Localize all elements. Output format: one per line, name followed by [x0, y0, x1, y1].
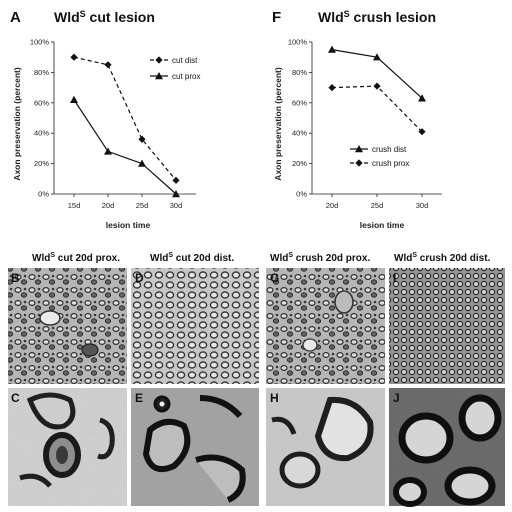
chart-a-xtick-label: 20d	[102, 201, 115, 210]
micrograph-letter-d: D	[135, 271, 144, 285]
chart-a-point-cut-dist	[70, 53, 78, 61]
chart-f-ytick-label: 40%	[292, 129, 307, 138]
chart-f-legend-label: crush prox	[372, 159, 409, 168]
chart-f-xlabel: lesion time	[360, 220, 405, 230]
chart-a-xtick-label: 15d	[68, 201, 81, 210]
chart-a-ytick-label: 60%	[34, 98, 49, 107]
chart-a-series-line-cut-dist	[73, 56, 177, 181]
chart-a-ytick-label: 0%	[38, 190, 49, 199]
chart-a-ylabel: Axon preservation (percent)	[12, 67, 22, 181]
chart-a-ytick-label: 20%	[34, 159, 49, 168]
chart-a-legend-marker	[155, 56, 163, 64]
chart-f-ytick-label: 0%	[296, 190, 307, 199]
micrograph-title-b: WldS cut 20d prox.	[32, 252, 120, 264]
micrograph-j: J	[389, 388, 505, 507]
chart-a-xtick-label: 25d	[136, 201, 149, 210]
micrograph-letter-g: G	[270, 271, 279, 285]
chart-f-xtick-label: 30d	[416, 201, 429, 210]
micrograph-letter-j: J	[393, 391, 400, 405]
chart-f-point-crush-dist	[373, 53, 381, 61]
chart-a-point-cut-prox	[138, 159, 146, 167]
chart-a: Axon preservation (percent) lesion time …	[12, 38, 200, 231]
chart-f: Axon preservation (percent) lesion time …	[273, 38, 442, 230]
chart-a-ytick-label: 100%	[30, 38, 50, 47]
panel-title-f: WldS crush lesion	[318, 9, 436, 25]
micrograph-d: D	[131, 268, 259, 384]
micrograph-e: E	[131, 388, 259, 506]
chart-a-series-line-cut-prox	[73, 99, 177, 195]
chart-f-ylabel: Axon preservation (percent)	[273, 67, 283, 181]
chart-f-point-crush-dist	[328, 45, 336, 53]
chart-a-ytick-label: 40%	[34, 129, 49, 138]
chart-f-legend-label: crush dist	[372, 145, 407, 154]
chart-f-ytick-label: 20%	[292, 159, 307, 168]
chart-f-ytick-label: 80%	[292, 68, 307, 77]
chart-a-legend-label: cut dist	[172, 56, 198, 65]
chart-f-point-crush-prox	[418, 128, 426, 136]
chart-a-xtick-label: 30d	[170, 201, 183, 210]
chart-f-point-crush-prox	[328, 84, 336, 92]
chart-a-point-cut-dist	[104, 61, 112, 69]
micrograph-letter-e: E	[135, 391, 143, 405]
micrograph-letter-b: B	[11, 271, 20, 285]
chart-a-point-cut-dist	[172, 176, 180, 184]
chart-f-legend-marker	[355, 159, 363, 167]
micrograph-i: I	[389, 268, 505, 384]
chart-a-ytick-label: 80%	[34, 68, 49, 77]
chart-f-legend-marker	[355, 145, 363, 153]
panel-letter-a: A	[10, 9, 21, 26]
chart-f-point-crush-prox	[373, 82, 381, 90]
micrograph-b: B	[8, 268, 127, 384]
micrograph-title-i: WldS crush 20d dist.	[394, 252, 491, 264]
chart-a-point-cut-prox	[70, 95, 78, 103]
micrograph-letter-c: C	[11, 391, 20, 405]
chart-f-ytick-label: 100%	[288, 38, 308, 47]
micrograph-title-g: WldS crush 20d prox.	[270, 252, 370, 264]
micrograph-letter-h: H	[270, 391, 279, 405]
chart-f-ytick-label: 60%	[292, 98, 307, 107]
chart-f-series-line-crush-prox	[331, 85, 423, 133]
chart-a-point-cut-prox	[104, 147, 112, 155]
chart-a-xlabel: lesion time	[106, 220, 151, 230]
chart-a-point-cut-prox	[172, 190, 180, 198]
chart-f-xtick-label: 25d	[371, 201, 384, 210]
micrograph-h: H	[266, 388, 385, 506]
chart-f-point-crush-dist	[418, 94, 426, 102]
panel-title-a: WldS cut lesion	[54, 9, 155, 25]
micrograph-title-d: WldS cut 20d dist.	[150, 252, 234, 264]
chart-a-point-cut-dist	[138, 135, 146, 143]
micrograph-letter-i: I	[393, 271, 396, 285]
chart-f-xtick-label: 20d	[326, 201, 339, 210]
panel-letter-f: F	[272, 9, 281, 26]
micrograph-c: C	[8, 388, 127, 506]
micrograph-g: G	[266, 268, 385, 384]
chart-a-legend-marker	[155, 72, 163, 80]
chart-a-legend-label: cut prox	[172, 72, 200, 81]
